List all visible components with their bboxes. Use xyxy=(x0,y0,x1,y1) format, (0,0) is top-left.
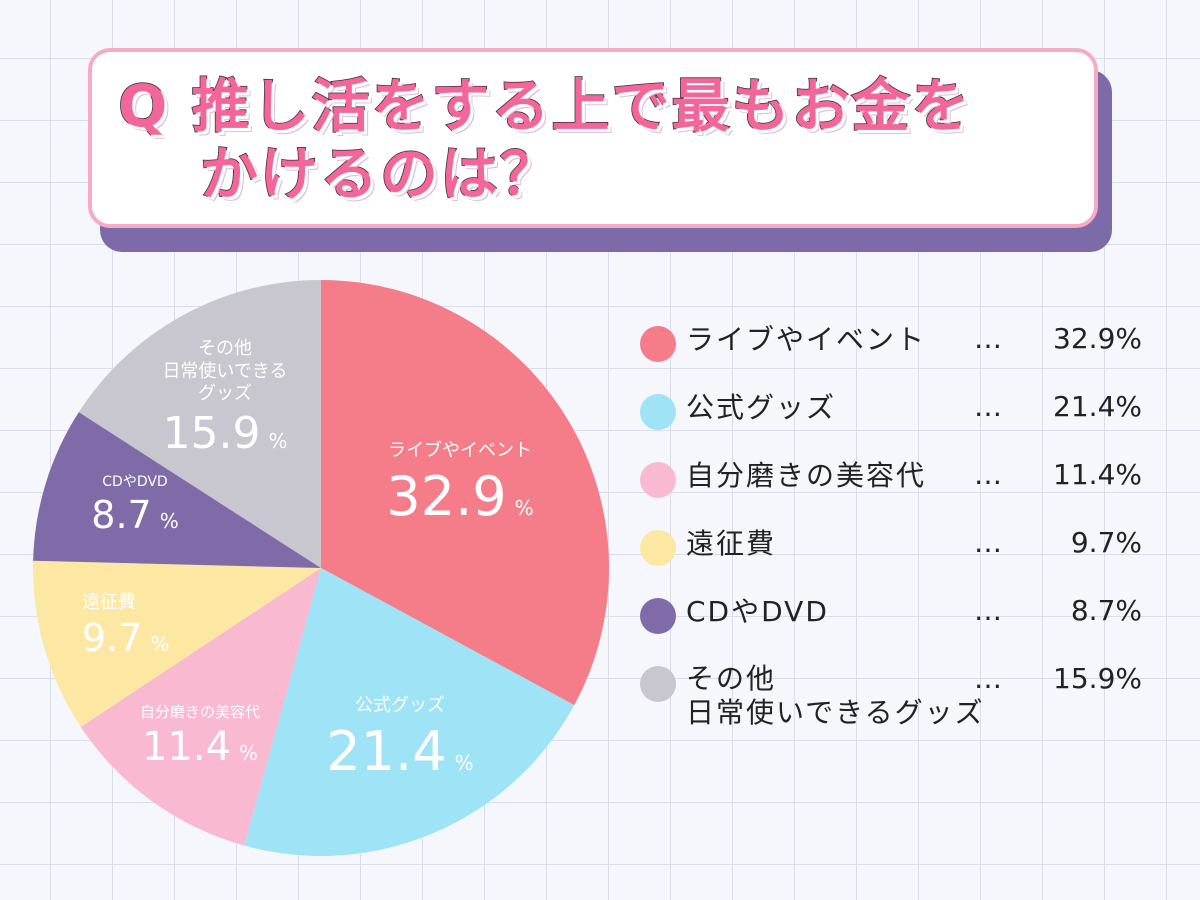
legend-swatch xyxy=(640,530,676,566)
slice-goods xyxy=(244,568,575,856)
slice-cd xyxy=(33,412,322,568)
slice-pct: % xyxy=(514,495,534,520)
slice-beauty xyxy=(80,568,322,846)
slice-pct: % xyxy=(454,750,474,775)
slice-label-other: その他 日常使いできる グッズ 15.9% xyxy=(140,338,310,461)
title-line2: かけるのは？ xyxy=(199,139,561,209)
slice-category: 日常使いできる xyxy=(162,360,288,382)
legend-swatch xyxy=(640,462,676,498)
legend-swatch xyxy=(640,394,676,430)
legend-label-line2: 日常使いできるグッズ xyxy=(686,696,985,729)
legend-label: その他 日常使いできるグッズ xyxy=(686,662,985,730)
slice-label-travel: 遠征費 9.7% xyxy=(70,592,202,662)
slice-value: 9.7 xyxy=(82,615,143,660)
slice-label-live: ライブやイベント 32.9% xyxy=(350,440,570,530)
legend-item: 遠征費 … 9.7% xyxy=(640,522,1150,590)
legend-item: CDやDVD … 8.7% xyxy=(640,590,1150,658)
slice-label-beauty: 自分磨きの美容代 11.4% xyxy=(110,703,290,772)
slice-value: 21.4 xyxy=(326,719,447,783)
legend-sep: … xyxy=(974,594,1002,627)
legend-swatch xyxy=(640,598,676,634)
slice-label-cd: CDやDVD 8.7% xyxy=(70,474,200,539)
legend-swatch xyxy=(640,326,676,362)
legend-label: CDやDVD xyxy=(686,595,829,628)
legend-value: 11.4% xyxy=(1053,458,1142,491)
legend-sep: … xyxy=(974,458,1002,491)
slice-category: グッズ xyxy=(198,383,252,404)
legend-sep: … xyxy=(974,526,1002,559)
slice-pct: % xyxy=(268,428,288,453)
slice-label-goods: 公式グッズ 21.4% xyxy=(300,695,500,785)
slice-other xyxy=(78,280,322,568)
legend-item: その他 日常使いできるグッズ… 15.9% xyxy=(640,658,1150,729)
legend-label: 遠征費 xyxy=(686,527,777,560)
legend: ライブやイベント … 32.9% 公式グッズ … 21.4% 自分磨きの美容代 … 11.4… xyxy=(640,318,1150,729)
page-title: Q 推し活をする上で最もお金を かけるのは？ xyxy=(117,71,972,209)
slice-value: 32.9 xyxy=(386,464,507,528)
legend-sep: … xyxy=(974,662,1002,695)
legend-sep: … xyxy=(974,322,1002,355)
legend-swatch xyxy=(640,666,676,702)
legend-item: 自分磨きの美容代 … 11.4% xyxy=(640,454,1150,522)
title-q: Q xyxy=(117,71,170,141)
legend-label: 公式グッズ xyxy=(686,391,837,424)
slice-pct: % xyxy=(150,631,170,656)
title-box xyxy=(88,48,1098,228)
legend-label: ライブやイベント xyxy=(686,323,927,356)
slice-value: 8.7 xyxy=(91,492,152,537)
slice-category: その他 xyxy=(198,338,252,359)
slice-category: 自分磨きの美容代 xyxy=(139,703,260,721)
legend-value: 15.9% xyxy=(1053,662,1142,695)
slice-pct: % xyxy=(159,508,179,533)
legend-label-line1: その他 xyxy=(686,662,777,695)
legend-item: 公式グッズ … 21.4% xyxy=(640,386,1150,454)
slice-travel xyxy=(33,560,322,727)
slice-category: ライブやイベント xyxy=(388,440,532,461)
legend-value: 9.7% xyxy=(1070,526,1142,559)
title-line1: 推し活をする上で最もお金を xyxy=(191,71,972,141)
legend-sep: … xyxy=(974,390,1002,423)
slice-pct: % xyxy=(239,740,259,765)
slice-live xyxy=(321,280,609,706)
legend-value: 21.4% xyxy=(1053,390,1142,423)
slice-value: 11.4 xyxy=(141,723,232,770)
slice-category: CDやDVD xyxy=(102,474,168,490)
legend-label: 自分磨きの美容代 xyxy=(686,459,927,492)
slice-category: 遠征費 xyxy=(82,592,136,613)
slice-value: 15.9 xyxy=(162,407,261,459)
slice-category: 公式グッズ xyxy=(355,695,445,716)
legend-value: 32.9% xyxy=(1053,322,1142,355)
legend-value: 8.7% xyxy=(1070,594,1142,627)
legend-item: ライブやイベント … 32.9% xyxy=(640,318,1150,386)
